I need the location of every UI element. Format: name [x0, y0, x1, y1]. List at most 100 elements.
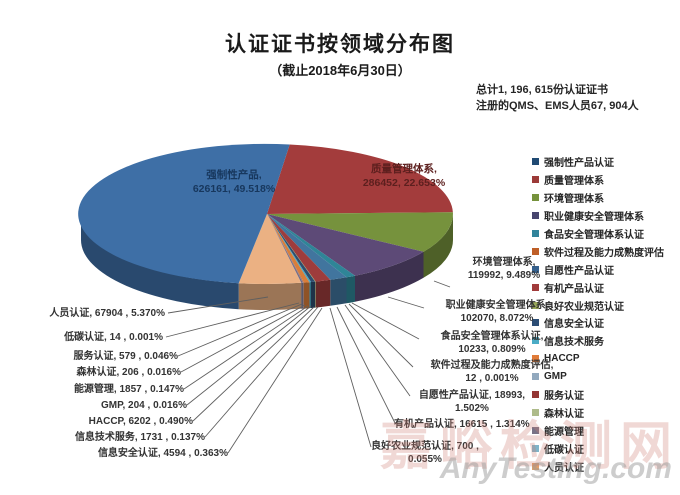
leader-line — [387, 296, 425, 309]
pie-callout-食品安全管理体系认证: 食品安全管理体系认证, 10233, 0.809% — [417, 330, 567, 356]
pie-callout-能源管理: 能源管理, 1857 , 0.147% — [74, 383, 184, 396]
legend-item-自愿性产品认证: 自愿性产品认证 — [532, 260, 664, 278]
legend-item-信息安全认证: 信息安全认证 — [532, 314, 664, 332]
callout-line: 286452, 22.653% — [362, 177, 446, 189]
pie-callout-自愿性产品认证: 自愿性产品认证, 18993, 1.502% — [408, 389, 536, 415]
pie-wall-信息技术服务 — [309, 282, 311, 309]
pie-callout-低碳认证: 低碳认证, 14 , 0.001% — [64, 331, 163, 344]
legend-swatch-icon — [532, 408, 539, 416]
callout-line: GMP, 204 , 0.016% — [101, 400, 187, 411]
legend-label: 人员认证 — [544, 462, 584, 474]
callout-line: 能源管理, 1857 , 0.147% — [73, 384, 184, 395]
pie-slice-强制性产品认证 — [78, 143, 290, 284]
chart-legend: 强制性产品认证质量管理体系 环境管理体系职业健康安全管理体系 食品安全管理体系认证软… — [532, 153, 664, 475]
watermark-chinese: 嘉峪检测网 — [379, 418, 680, 476]
legend-item-强制性产品认证: 强制性产品认证 — [532, 153, 664, 171]
totals-line1: 总计1, 196, 615份认证证书 — [476, 84, 609, 96]
callout-line: 服务认证, 579 , 0.046% — [73, 351, 179, 362]
legend-label: 良好农业规范认证 — [544, 301, 624, 313]
pie-slice-森林认证 — [267, 214, 304, 283]
leader-line — [348, 303, 414, 368]
callout-line: 信息技术服务, 1731 , 0.137% — [74, 432, 205, 443]
legend-swatch-icon — [532, 355, 539, 363]
legend-label: 信息技术服务 — [544, 337, 604, 349]
legend-label: 能源管理 — [544, 426, 584, 438]
pie-wall-能源管理 — [301, 282, 303, 309]
legend-swatch-icon — [532, 230, 539, 237]
legend-label: 软件过程及能力成熟度评估 — [544, 247, 664, 259]
callout-line: 119992, 9.489% — [467, 270, 541, 281]
pie-slice-食品安全管理体系认证 — [267, 214, 355, 278]
legend-swatch-icon — [532, 194, 539, 202]
callout-line: 软件过程及能力成熟度评估, — [430, 360, 554, 371]
legend-label: 职业健康安全管理体系 — [544, 212, 644, 224]
leader-line — [336, 306, 396, 424]
pie-slice-服务认证 — [267, 214, 304, 283]
pie-slice-质量管理体系 — [267, 144, 453, 214]
legend-item-服务认证: 服务认证 — [532, 386, 664, 404]
watermark-anytesting: AnyTesting.com — [439, 452, 672, 485]
pie-callout-GMP: GMP, 204 , 0.016% — [101, 399, 187, 412]
callout-line: 人员认证, 67904 , 5.370% — [49, 308, 165, 319]
legend-item-能源管理: 能源管理 — [532, 421, 664, 439]
legend-label: 有机产品认证 — [544, 283, 604, 295]
pie-slice-能源管理 — [267, 214, 303, 283]
callout-line: 10233, 0.809% — [458, 344, 526, 355]
legend-label: 质量管理体系 — [544, 176, 604, 188]
legend-label: GMP — [544, 371, 567, 383]
leader-line — [204, 306, 319, 438]
legend-label: 森林认证 — [544, 408, 584, 420]
totals-line2: 注册的QMS、EMS人员67, 904人 — [476, 100, 639, 112]
pie-wall-人员认证 — [238, 282, 302, 311]
legend-item-食品安全管理体系认证: 食品安全管理体系认证 — [532, 225, 664, 243]
pie-callout-强制性产品认证: 强制性产品, 626161, 49.518% — [150, 168, 318, 196]
pie-callout-软件过程及能力成熟度评估: 软件过程及能力成熟度评估, 12 , 0.001% — [411, 359, 573, 385]
totals-annotation: 总计1, 196, 615份认证证书 注册的QMS、EMS人员67, 904人 — [476, 82, 639, 114]
pie-side-walls — [81, 214, 453, 311]
pie-slice-自愿性产品认证 — [267, 214, 347, 280]
legend-swatch-icon — [532, 176, 539, 184]
leader-line — [167, 296, 269, 314]
callout-line: 森林认证, 206 , 0.016% — [76, 367, 182, 378]
callout-line: 0.055% — [408, 454, 442, 465]
pie-slice-有机产品认证 — [267, 214, 331, 282]
callout-line: 食品安全管理体系认证, — [440, 331, 544, 342]
callout-line: HACCP, 6202 , 0.490% — [88, 416, 193, 427]
pie-wall-自愿性产品认证 — [330, 277, 347, 306]
callout-line: 低碳认证, 14 , 0.001% — [64, 332, 163, 343]
legend-item-信息技术服务: 信息技术服务 — [532, 332, 664, 350]
legend-item-质量管理体系: 质量管理体系 — [532, 171, 664, 189]
legend-item-软件过程及能力成熟度评估: 软件过程及能力成熟度评估 — [532, 242, 664, 260]
callout-line: 信息安全认证, 4594 , 0.363% — [97, 448, 228, 459]
legend-label: 服务认证 — [544, 391, 584, 403]
pie-callout-信息技术服务: 信息技术服务, 1731 , 0.137% — [75, 431, 205, 444]
pie-wall-HACCP — [303, 282, 310, 309]
pie-callout-有机产品认证: 有机产品认证, 16615 , 1.314% — [394, 418, 530, 431]
leader-line — [329, 307, 372, 448]
pie-wall-环境管理体系 — [423, 214, 453, 278]
callout-line: 12 , 0.001% — [465, 373, 519, 384]
pie-slice-信息安全认证 — [267, 214, 316, 282]
pie-slice-职业健康安全管理体系 — [267, 214, 424, 276]
legend-item-良好农业规范认证: 良好农业规范认证 — [532, 296, 664, 314]
legend-label: 环境管理体系 — [544, 194, 604, 206]
legend-item-环境管理体系: 环境管理体系 — [532, 189, 664, 207]
legend-item-人员认证: 人员认证 — [532, 457, 664, 475]
leader-line — [433, 280, 451, 288]
pie-wall-信息安全认证 — [311, 281, 316, 308]
callout-line: 良好农业规范认证, 700 , — [371, 441, 479, 452]
leader-line — [192, 306, 315, 422]
leader-line — [165, 302, 300, 338]
legend-swatch-icon — [532, 426, 539, 434]
pie-wall-有机产品认证 — [315, 279, 331, 308]
legend-item-HACCP: HACCP — [532, 350, 664, 368]
pie-wall-服务认证 — [303, 282, 304, 309]
legend-swatch-icon — [532, 158, 539, 166]
pie-slice-信息技术服务 — [267, 214, 311, 283]
legend-label: 食品安全管理体系认证 — [544, 230, 644, 241]
pie-slice-GMP — [267, 214, 304, 283]
legend-label: 自愿性产品认证 — [544, 265, 614, 277]
pie-wall-良好农业规范认证 — [315, 281, 316, 308]
